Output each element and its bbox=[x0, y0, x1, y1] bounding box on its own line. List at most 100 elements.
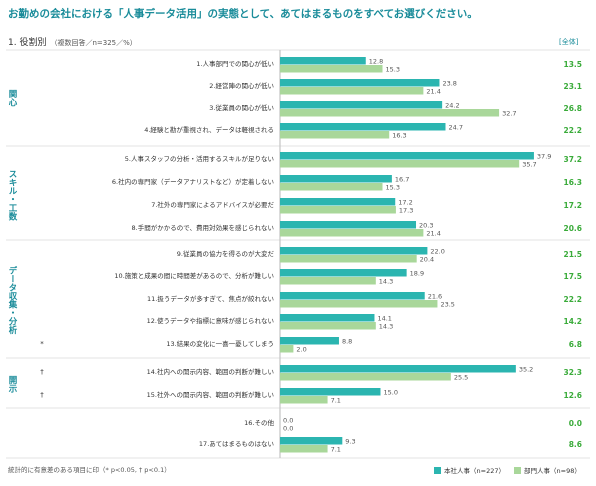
category-label: 15.社外への開示内容、範囲の判断が難しい bbox=[147, 390, 274, 399]
data-label-hq: 20.3 bbox=[419, 222, 433, 230]
bar-dept bbox=[280, 87, 424, 95]
bar-hq bbox=[280, 247, 428, 255]
bar-dept bbox=[280, 131, 390, 139]
data-label-dept: 17.3 bbox=[399, 207, 413, 215]
data-label-hq: 0.0 bbox=[283, 417, 293, 425]
total-value: 32.3 bbox=[563, 368, 582, 377]
data-label-dept: 15.3 bbox=[386, 184, 400, 192]
bar-hq bbox=[280, 79, 440, 87]
bar-dept bbox=[280, 322, 376, 330]
bar-dept bbox=[280, 206, 396, 214]
bar-dept bbox=[280, 345, 294, 353]
category-label: 14.社内への開示内容、範囲の判断が難しい bbox=[147, 367, 274, 376]
bar-hq bbox=[280, 198, 396, 206]
data-label-dept: 14.3 bbox=[379, 323, 393, 331]
category-label: 10.施策と成果の間に時間差があるので、分析が難しい bbox=[114, 271, 274, 280]
bar-dept bbox=[280, 445, 328, 453]
group-label: 関心 bbox=[7, 89, 17, 108]
group-label: データ収集・分析 bbox=[7, 265, 18, 335]
section-note: （複数回答／n=325／%） bbox=[50, 39, 137, 47]
total-value: 6.8 bbox=[569, 340, 582, 349]
data-label-hq: 22.0 bbox=[430, 248, 444, 256]
total-value: 14.2 bbox=[563, 317, 582, 326]
bar-dept bbox=[280, 255, 417, 263]
data-label-hq: 9.3 bbox=[345, 438, 355, 446]
bar-dept bbox=[280, 109, 500, 117]
bar-hq bbox=[280, 123, 446, 131]
category-label: 6.社内の専門家（データアナリストなど）が定着しない bbox=[112, 177, 274, 186]
bar-dept bbox=[280, 300, 438, 308]
total-value: 0.0 bbox=[569, 419, 582, 428]
total-value: 13.5 bbox=[563, 60, 582, 69]
legend-item-hq: 本社人事（n=227） bbox=[434, 465, 505, 475]
data-label-dept: 7.1 bbox=[331, 446, 341, 454]
category-label: 2.経営陣の関心が低い bbox=[209, 81, 274, 90]
legend-label-hq: 本社人事（n=227） bbox=[444, 467, 505, 475]
bar-dept bbox=[280, 229, 424, 237]
data-label-hq: 21.6 bbox=[428, 293, 442, 301]
bar-hq bbox=[280, 57, 366, 65]
bar-hq bbox=[280, 365, 516, 373]
bar-hq bbox=[280, 292, 425, 300]
total-column-header: [全体] bbox=[559, 38, 579, 46]
data-label-hq: 14.1 bbox=[377, 315, 391, 323]
section-label: 1. 役割別 bbox=[8, 38, 47, 48]
total-value: 17.5 bbox=[563, 272, 582, 281]
data-label-dept: 14.3 bbox=[379, 278, 393, 286]
data-label-dept: 21.4 bbox=[426, 88, 440, 96]
significance-mark: † bbox=[40, 391, 44, 399]
significance-footnote: 統計的に有意差のある項目に印（* p<0.05, † p<0.1） bbox=[8, 466, 171, 474]
legend-swatch-hq bbox=[434, 466, 441, 474]
data-label-dept: 20.4 bbox=[420, 256, 434, 264]
bar-dept bbox=[280, 183, 383, 191]
bar-dept bbox=[280, 160, 520, 168]
data-label-dept: 21.4 bbox=[426, 230, 440, 238]
category-label: 13.結果の変化に一喜一憂してしまう bbox=[166, 339, 274, 348]
section-heading: 1. 役割別 （複数回答／n=325／%） bbox=[8, 35, 137, 48]
data-label-dept: 32.7 bbox=[502, 110, 516, 118]
group-label: 開示 bbox=[7, 376, 18, 394]
bar-dept bbox=[280, 277, 376, 285]
data-label-dept: 15.3 bbox=[386, 66, 400, 74]
data-label-hq: 23.8 bbox=[442, 80, 456, 88]
category-label: 17.あてはまるものはない bbox=[199, 440, 274, 448]
total-value: 12.6 bbox=[563, 391, 582, 400]
total-value: 8.6 bbox=[569, 440, 582, 449]
bar-hq bbox=[280, 314, 375, 322]
significance-mark: * bbox=[40, 340, 44, 348]
legend-label-dept: 部門人事（n=98） bbox=[524, 467, 581, 475]
data-label-dept: 35.7 bbox=[522, 161, 536, 169]
bar-hq bbox=[280, 221, 417, 229]
category-label: 16.その他 bbox=[244, 418, 274, 427]
data-label-hq: 12.8 bbox=[369, 58, 383, 66]
data-label-hq: 17.2 bbox=[398, 199, 412, 207]
bar-dept bbox=[280, 65, 383, 73]
significance-mark: † bbox=[40, 368, 44, 376]
category-label: 1.人事部門での関心が低い bbox=[196, 59, 274, 68]
total-value: 22.2 bbox=[563, 295, 582, 304]
bar-dept bbox=[280, 373, 451, 381]
data-label-hq: 18.9 bbox=[410, 270, 424, 278]
category-label: 4.経験と勘が重視され、データは軽視される bbox=[144, 125, 274, 134]
category-label: 9.従業員の協力を得るのが大変だ bbox=[177, 249, 275, 258]
data-label-dept: 2.0 bbox=[296, 346, 306, 354]
category-label: 11.扱うデータが多すぎて、焦点が絞れない bbox=[147, 294, 274, 303]
total-value: 17.2 bbox=[563, 201, 582, 210]
category-label: 3.従業員の関心が低い bbox=[209, 103, 274, 112]
legend-item-dept: 部門人事（n=98） bbox=[514, 465, 581, 475]
data-label-hq: 8.8 bbox=[342, 338, 352, 346]
data-label-dept: 0.0 bbox=[283, 425, 293, 433]
total-value: 20.6 bbox=[563, 224, 582, 233]
data-label-hq: 15.0 bbox=[384, 389, 398, 397]
category-label: 5.人事スタッフの分析・活用するスキルが足りない bbox=[125, 154, 274, 163]
data-label-dept: 23.5 bbox=[440, 301, 454, 309]
data-label-dept: 16.3 bbox=[392, 132, 406, 140]
data-label-dept: 25.5 bbox=[454, 374, 468, 382]
bar-dept bbox=[280, 396, 328, 404]
group-label: スキル・工数 bbox=[7, 170, 17, 222]
total-value: 23.1 bbox=[563, 82, 582, 91]
bar-hq bbox=[280, 269, 407, 277]
category-label: 12.使うデータや指標に意味が感じられない bbox=[147, 316, 274, 325]
total-value: 37.2 bbox=[563, 155, 582, 164]
data-label-hq: 24.2 bbox=[445, 102, 459, 110]
